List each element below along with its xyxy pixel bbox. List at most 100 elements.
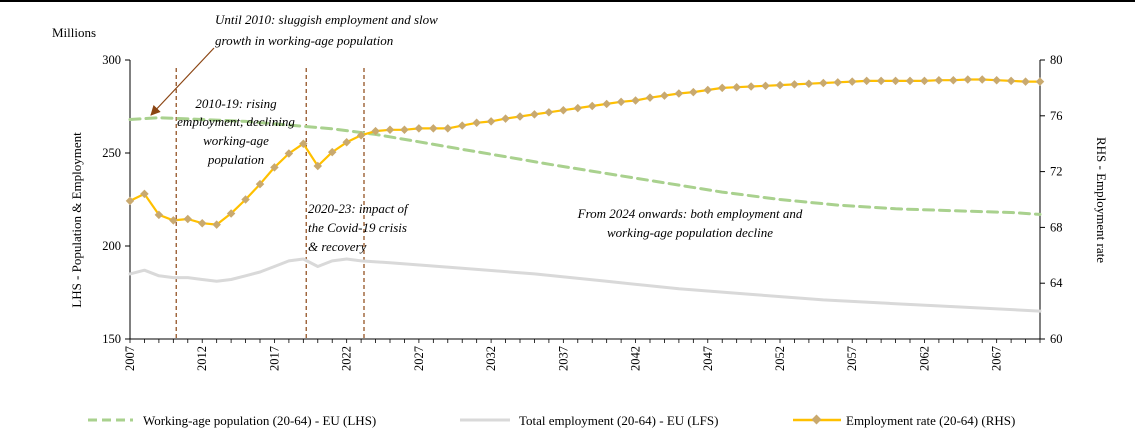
right-tick-label: 60 [1050, 332, 1063, 346]
employment-rate-point [212, 220, 221, 229]
employment-rate-point [530, 110, 539, 119]
legend-label-working-age-population: Working-age population (20-64) - EU (LHS… [143, 413, 376, 428]
x-tick-label: 2012 [195, 346, 209, 371]
annotation-2010-19-line-2: employment, declining [177, 114, 295, 129]
right-tick-label: 68 [1050, 220, 1063, 234]
annotation-from-2024-line-1: From 2024 onwards: both employment and [577, 206, 803, 221]
employment-rate-point [602, 99, 611, 109]
right-axis-title: RHS - Employment rate [1094, 137, 1109, 263]
employment-rate-point [197, 218, 207, 228]
left-axis-title: LHS - Population & Employment [69, 132, 84, 308]
x-tick-label: 2057 [845, 346, 859, 371]
employment-rate-point [1021, 77, 1030, 86]
employment-rate-point [717, 83, 727, 93]
employment-rate-point [862, 76, 871, 86]
legend-label-total-employment: Total employment (20-64) - EU (LFS) [519, 413, 718, 428]
employment-rate-point [270, 163, 279, 172]
legend-item-total-employment: Total employment (20-64) - EU (LFS) [460, 413, 718, 428]
employment-rate-point [299, 139, 308, 148]
employment-rate-point [660, 91, 669, 100]
annotation-2020-23-line-2: the Covid-19 crisis [308, 220, 407, 235]
employment-rate-point [746, 82, 756, 91]
annotation-from-2024-line-2: working-age population decline [607, 225, 773, 240]
employment-rate-point [284, 149, 294, 158]
employment-rate-point [876, 76, 886, 86]
employment-rate-point [154, 210, 164, 220]
employment-rate-point [732, 82, 741, 92]
x-tick-label: 2022 [340, 346, 354, 371]
x-tick-label: 2067 [990, 346, 1004, 371]
employment-rate-point [905, 76, 915, 86]
x-tick-label: 2062 [917, 346, 931, 371]
period-markers [175, 68, 365, 339]
employment-rate-point [472, 118, 481, 128]
employment-rate-point [573, 103, 583, 113]
employment-rate-point [385, 125, 395, 134]
employment-rate-point [313, 161, 323, 171]
annotation-until-2010-line-1: Until 2010: sluggish employment and slow [215, 12, 438, 27]
top-border-line [0, 0, 1135, 2]
employment-rate-point [819, 78, 828, 88]
employment-rate-point [226, 209, 236, 218]
x-tick-label: 2037 [556, 346, 570, 371]
employment-rate-point [674, 89, 684, 98]
employment-rate-point [775, 80, 785, 90]
employment-rate-point [327, 147, 337, 157]
employment-rate-point [689, 87, 698, 97]
annotation-2020-23-line-3: & recovery [308, 239, 367, 254]
employment-rate-point [645, 93, 655, 102]
legend: Working-age population (20-64) - EU (LHS… [88, 413, 1015, 428]
annotation-until-2010: Until 2010: sluggish employment and slow… [215, 12, 438, 48]
employment-rate-point [183, 214, 193, 224]
annotation-from-2024: From 2024 onwards: both employment and w… [577, 206, 803, 240]
annotation-until-2010-line-2: growth in working-age population [215, 33, 393, 48]
annotation-2020-23-line-1: 2020-23: impact of [308, 201, 410, 216]
employment-rate-point [515, 112, 525, 121]
series-line-0 [128, 116, 1042, 216]
employment-rate-point [400, 125, 409, 134]
x-tick-label: 2047 [701, 346, 715, 371]
employment-rate-point [703, 85, 713, 95]
employment-rate-point [169, 216, 178, 225]
x-tick-label: 2027 [412, 346, 426, 371]
x-tick-label: 2052 [773, 346, 787, 371]
annotation-2010-19-line-4: population [207, 152, 264, 167]
right-tick-label: 72 [1050, 165, 1063, 179]
right-tick-label: 76 [1050, 109, 1063, 123]
employment-rate-point [255, 179, 265, 189]
employment-rate-point [631, 96, 640, 105]
employment-rate-point [414, 124, 424, 133]
left-tick-label: 200 [102, 239, 121, 253]
left-axis-ticks: 150 200 250 300 [102, 53, 130, 346]
employment-rate-point [429, 124, 438, 133]
x-tick-label: 2032 [484, 346, 498, 371]
x-tick-label: 2017 [267, 346, 281, 371]
employment-rate-point [140, 189, 149, 199]
employment-rate-point [963, 75, 973, 84]
employment-rate-point [977, 75, 987, 84]
employment-rate-point [1006, 76, 1016, 86]
legend-item-employment-rate: Employment rate (20-64) (RHS) [793, 413, 1015, 428]
series-line-2 [128, 78, 1042, 226]
legend-swatch-employment-rate-marker [811, 414, 822, 425]
right-tick-label: 80 [1050, 53, 1063, 67]
employment-rate-point [992, 75, 1001, 85]
legend-item-working-age-population: Working-age population (20-64) - EU (LHS… [88, 413, 376, 428]
legend-label-employment-rate: Employment rate (20-64) (RHS) [846, 413, 1015, 428]
left-tick-label: 150 [102, 332, 121, 346]
left-tick-label: 250 [102, 146, 121, 160]
annotation-2010-19-line-3: working-age [203, 133, 269, 148]
x-tick-label: 2007 [123, 346, 137, 371]
employment-rate-point [241, 195, 250, 204]
employment-rate-point [587, 101, 597, 111]
employment-rate-point [934, 75, 944, 85]
employment-rate-point [920, 76, 929, 86]
annotation-2010-19-line-1: 2010-19: rising [195, 96, 277, 111]
right-axis-ticks: 60 64 68 72 76 80 [1040, 53, 1063, 346]
employment-rate-point [833, 78, 843, 87]
employment-rate-point [501, 114, 510, 123]
employment-rate-point [616, 97, 626, 107]
x-tick-label: 2042 [629, 346, 643, 371]
employment-rate-point [342, 138, 351, 147]
